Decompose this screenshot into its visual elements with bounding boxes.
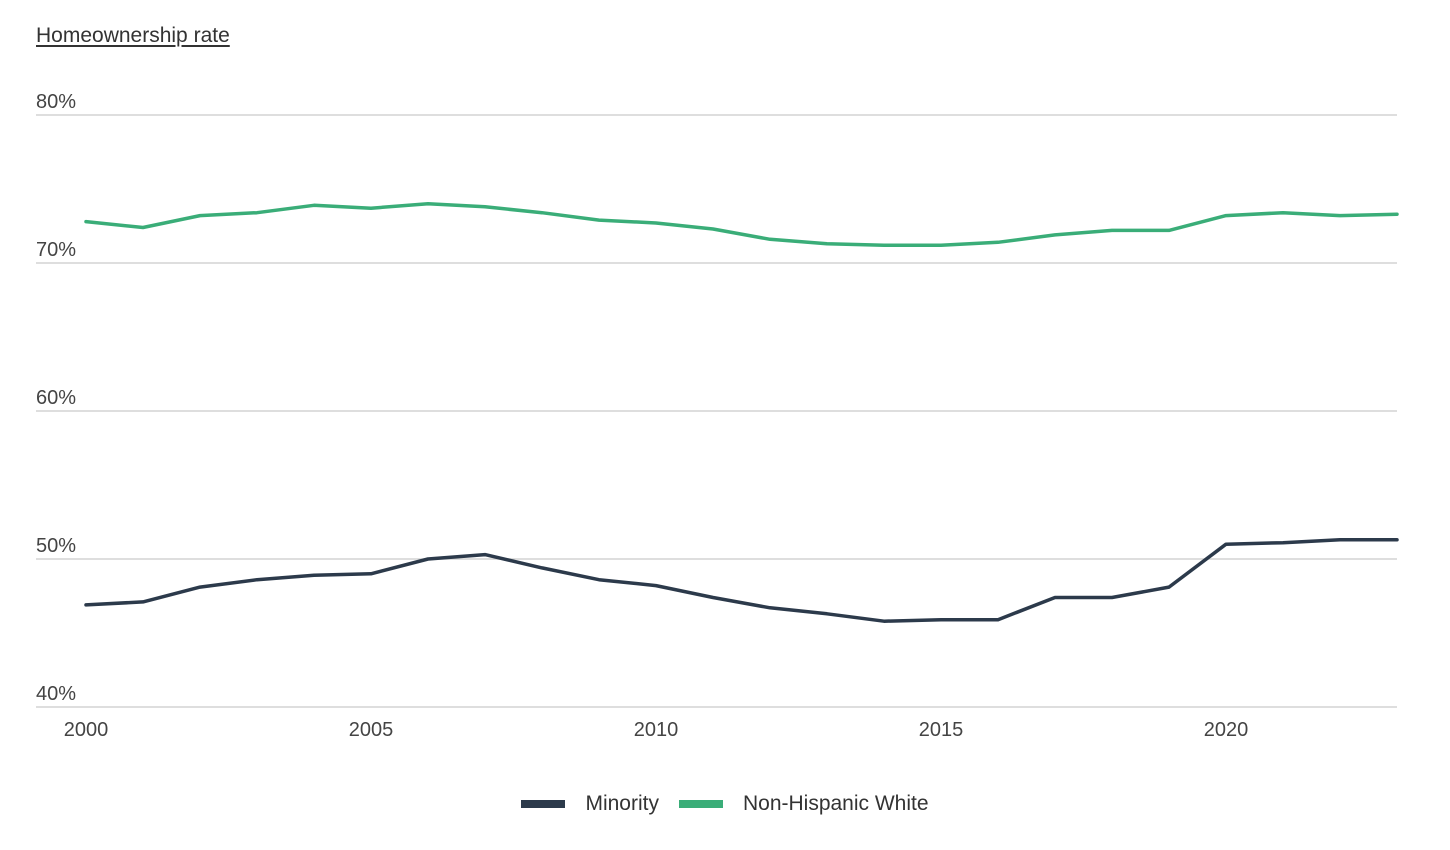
series-lines [84, 202, 1399, 623]
y-tick-label: 80% [36, 91, 76, 113]
x-tick-label: 2010 [634, 719, 679, 741]
y-tick-label: 70% [36, 239, 76, 261]
x-axis-ticks: 2000 2005 2010 2015 2020 [64, 719, 1249, 741]
gridlines [36, 114, 1397, 708]
x-tick-label: 2020 [1204, 719, 1249, 741]
legend-label-minority: Minority [585, 792, 659, 815]
series-line-non-hispanic-white [84, 202, 1399, 247]
y-axis-ticks: 80% 70% 60% 50% 40% [36, 91, 76, 705]
x-tick-label: 2000 [64, 719, 109, 741]
legend-item-non-hispanic-white: Non-Hispanic White [678, 792, 929, 816]
x-tick-label: 2005 [349, 719, 394, 741]
legend-swatch-non-hispanic-white [678, 800, 723, 808]
legend-label-non-hispanic-white: Non-Hispanic White [742, 792, 929, 815]
legend-item-minority: Minority [521, 792, 659, 816]
y-tick-label: 40% [36, 683, 76, 705]
legend: Minority Non-Hispanic White [0, 792, 1450, 816]
legend-swatch-minority [521, 800, 566, 808]
y-tick-label: 50% [36, 535, 76, 557]
series-line-minority [84, 538, 1399, 623]
x-tick-label: 2015 [919, 719, 964, 741]
y-axis-title: Homeownership rate [36, 24, 230, 47]
y-tick-label: 60% [36, 387, 76, 409]
